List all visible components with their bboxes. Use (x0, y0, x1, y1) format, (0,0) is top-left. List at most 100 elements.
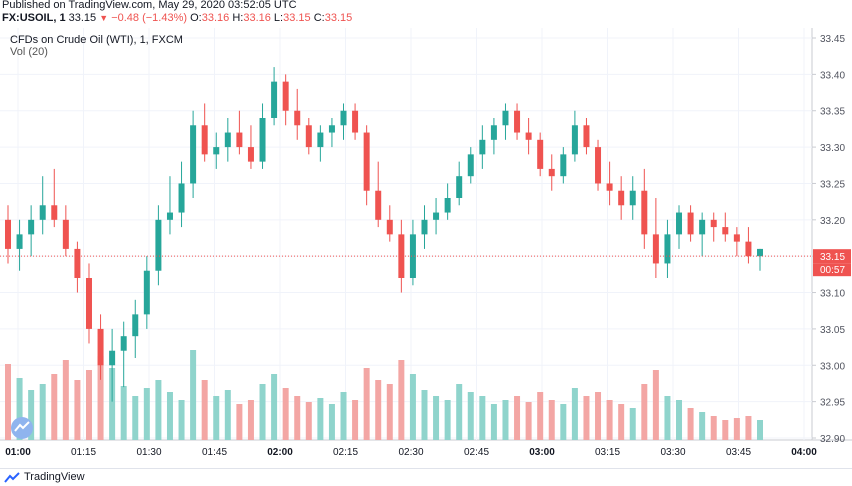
candle-body (398, 234, 405, 278)
volume-bar (757, 420, 763, 440)
candle-body (375, 190, 382, 220)
tv-badge-glyph (14, 421, 30, 432)
volume-bar (16, 378, 23, 440)
candle-body (502, 110, 509, 126)
open-label: O: (190, 12, 202, 24)
volume-bar (363, 368, 370, 440)
x-tick-label: 01:45 (202, 447, 227, 458)
candle-body (618, 190, 625, 206)
candle-body (166, 212, 173, 220)
candle-body (224, 132, 231, 148)
candle-body (74, 248, 81, 278)
volume-bar (444, 400, 451, 440)
y-tick-label: 33.00 (820, 361, 845, 372)
candle-body (710, 219, 717, 228)
volume-bar (409, 374, 416, 440)
volume-bar (641, 384, 648, 440)
candle-body (16, 234, 23, 249)
x-tick-label: 02:00 (267, 447, 293, 458)
candle-body (664, 234, 671, 264)
candle-body (733, 234, 740, 242)
volume-bar (421, 390, 428, 440)
x-tick-label: 02:45 (464, 447, 489, 458)
volume-bar (652, 370, 659, 440)
volume-bar (676, 400, 683, 440)
low-label: L: (273, 12, 284, 24)
candle-body (363, 132, 370, 191)
countdown-label: 00:57 (820, 265, 845, 276)
volume-bar (583, 396, 590, 440)
volume-bar (710, 416, 717, 440)
candle-body (247, 147, 254, 162)
volume-bar (132, 396, 139, 440)
candle-body (676, 212, 683, 235)
volume-bar (537, 392, 544, 440)
candle-body (271, 81, 278, 118)
x-tick-label: 03:45 (726, 447, 751, 458)
volume-bar (606, 400, 613, 440)
candle-body (525, 132, 532, 140)
volume-bar (120, 386, 127, 440)
y-tick-label: 33.30 (820, 143, 845, 154)
volume-bar (190, 350, 197, 440)
candle-body (340, 110, 347, 126)
candle-body (5, 219, 11, 249)
y-tick-label: 33.20 (820, 216, 845, 227)
candle-body (629, 190, 636, 206)
volume-bar (375, 380, 382, 440)
volume-bar (328, 404, 335, 440)
candle-body (85, 278, 92, 329)
candle-body (537, 139, 544, 169)
countdown-bg (813, 263, 851, 277)
candle-body (606, 183, 613, 191)
price-chart[interactable]: 33.45 33.40 33.35 33.30 33.25 33.20 33.15 33.10… (0, 28, 852, 460)
candle-body (386, 219, 393, 235)
last-price: 33.15 (68, 12, 97, 24)
volume-bar (282, 388, 289, 440)
candle-body (583, 125, 590, 148)
volume-bar (629, 408, 636, 440)
volume-bar (733, 418, 740, 440)
y-tick-label: 33.40 (820, 70, 845, 81)
candle-body (178, 183, 185, 213)
candle-body (213, 147, 220, 155)
volume-bar (178, 400, 185, 440)
candle-body (305, 125, 312, 148)
high-value: 33.16 (243, 12, 271, 24)
candle-body (571, 125, 578, 155)
candle-body (120, 336, 127, 351)
volume-bar (490, 404, 497, 440)
candle-body (155, 219, 162, 271)
open-value: 33.16 (201, 12, 230, 24)
volume-bar (259, 384, 266, 440)
y-tick-label: 32.90 (820, 434, 845, 445)
volume-bar (201, 380, 208, 440)
volume-bar (85, 370, 92, 440)
candle-body (652, 234, 659, 264)
volume-bar (247, 400, 254, 440)
candle-body (236, 132, 243, 148)
volume-bar (109, 368, 116, 440)
close-label: C: (313, 12, 325, 24)
candle-body (317, 132, 324, 148)
y-tick-label: 33.25 (820, 179, 845, 190)
candle-body (259, 118, 266, 162)
candle-body (687, 212, 694, 235)
candle-body (699, 219, 706, 235)
candle-body (39, 205, 46, 220)
volume-bar (143, 388, 150, 440)
volume-bar (39, 384, 46, 440)
candle-body (722, 227, 729, 235)
volume-legend: Vol (20) (10, 46, 48, 58)
candle-body (328, 125, 335, 133)
x-tick-label: 01:15 (71, 447, 96, 458)
candle-body (190, 125, 197, 184)
volume-bar (595, 392, 602, 440)
price-change: −0.48 (−1.43%) (111, 12, 188, 24)
price-label-bg (813, 249, 851, 264)
volume-bar (166, 392, 173, 440)
volume-bar (548, 400, 555, 440)
volume-bar (479, 396, 486, 440)
current-price-label: 33.15 (820, 252, 845, 263)
volume-bar (352, 400, 359, 440)
